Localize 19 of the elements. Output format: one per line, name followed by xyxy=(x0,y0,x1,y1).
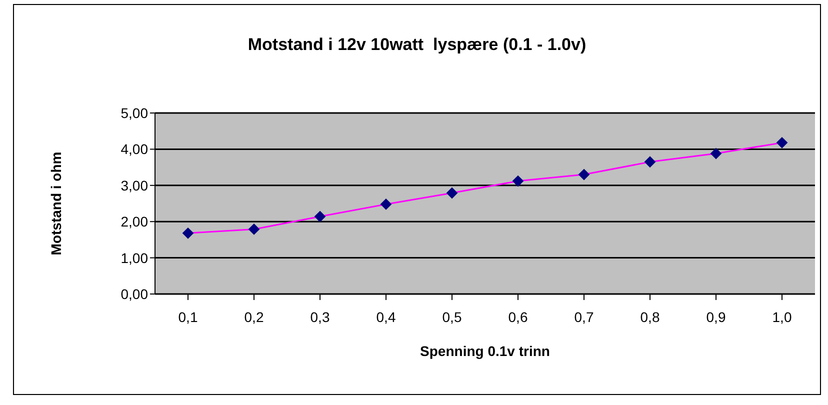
x-tick-label: 0,4 xyxy=(376,308,396,325)
y-tick-label: 4,00 xyxy=(120,141,148,158)
x-tick-label: 0,6 xyxy=(508,308,528,325)
chart-title: Motstand i 12v 10watt lyspære (0.1 - 1.0v) xyxy=(246,35,588,55)
y-tick-label: 1,00 xyxy=(120,250,148,266)
x-axis-title: Spenning 0.1v trinn xyxy=(420,342,550,359)
x-tick-label: 0,7 xyxy=(574,308,594,325)
y-tick-label: 5,00 xyxy=(120,104,148,121)
y-tick-label: 3,00 xyxy=(120,177,148,194)
y-tick-label: 2,00 xyxy=(120,214,148,230)
y-tick-label: 0,00 xyxy=(120,286,148,302)
y-axis-title: Motstand i ohm xyxy=(48,152,64,256)
x-tick-label: 1,0 xyxy=(772,308,792,325)
x-tick-label: 0,5 xyxy=(442,308,462,325)
x-tick-label: 0,1 xyxy=(178,308,198,325)
x-tick-label: 0,2 xyxy=(244,308,264,325)
x-tick-label: 0,3 xyxy=(310,308,330,325)
x-tick-label: 0,8 xyxy=(640,308,660,325)
x-tick-label: 0,9 xyxy=(706,308,726,325)
